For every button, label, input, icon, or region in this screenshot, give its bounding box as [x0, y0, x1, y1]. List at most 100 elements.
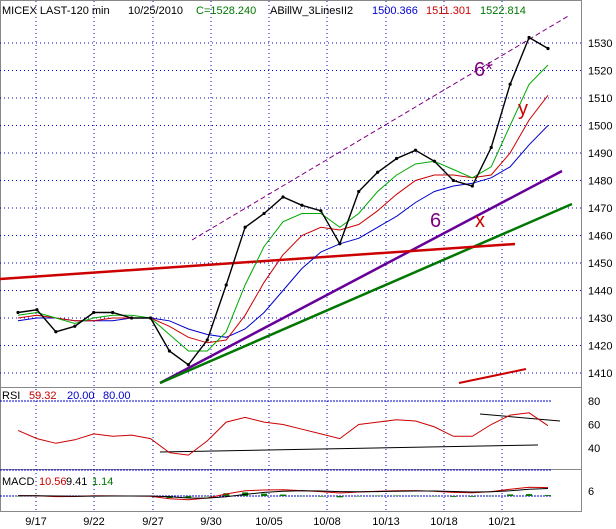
- price-point: [73, 324, 77, 328]
- header-value-2: 1511.301: [426, 5, 471, 17]
- macd-histogram-bar: [317, 496, 324, 497]
- macd-value-3: 1.14: [92, 476, 113, 488]
- rsi-name: RSI: [2, 390, 20, 402]
- macd-histogram-bar: [393, 495, 400, 497]
- price-point: [111, 310, 115, 315]
- short-red-segment: [458, 368, 527, 384]
- macd-histogram-bar: [374, 495, 381, 497]
- header-symbol: MICEX LAST-120 min: [2, 5, 110, 17]
- price-point: [205, 338, 209, 342]
- x-tick-label: 10/05: [255, 516, 283, 528]
- y-tick-label: 1480: [588, 176, 612, 188]
- rsi-series: [17, 412, 549, 456]
- y-tick-label: 1490: [588, 148, 612, 160]
- macd-histogram-bar: [488, 495, 495, 497]
- price-point: [35, 308, 39, 312]
- x-tick-label: 10/13: [372, 516, 400, 528]
- macd-histogram-bar: [431, 496, 438, 497]
- macd-histogram-bar: [261, 493, 268, 496]
- price-point: [376, 170, 380, 174]
- macd-histogram-bar: [545, 495, 551, 496]
- macd-histogram-bar: [412, 495, 419, 497]
- annotation-x: x: [475, 210, 485, 232]
- x-tick-label: 9/22: [83, 516, 104, 528]
- price-point: [451, 178, 455, 183]
- x-tick-label: 9/30: [200, 516, 221, 528]
- macd-histogram-bar: [336, 496, 343, 498]
- macd-histogram-bar: [355, 496, 362, 497]
- y-tick-label: 1520: [588, 66, 612, 78]
- macd-series: [15, 486, 551, 501]
- y-tick-label: 1470: [588, 203, 612, 215]
- rsi-tick-label: 80: [588, 396, 600, 408]
- moving-average-line-1: [17, 64, 549, 352]
- header-date: 10/25/2010: [128, 5, 183, 17]
- y-tick-label: 1460: [588, 231, 612, 243]
- rsi-tick-label: 40: [588, 443, 600, 455]
- price-point: [281, 195, 285, 199]
- macd-histogram-bar: [280, 494, 286, 496]
- macd-signal-line: [17, 488, 549, 499]
- x-tick-label: 9/17: [25, 516, 46, 528]
- y-tick-label: 1420: [588, 341, 612, 353]
- y-tick-label: 1430: [588, 313, 612, 325]
- macd-value-2: 9.41: [66, 476, 87, 488]
- macd-value-1: 10.56: [39, 476, 67, 488]
- horizontal-trend-line: [0, 242, 516, 281]
- moving-average-line-2: [17, 94, 549, 344]
- x-tick-label: 10/21: [488, 516, 516, 528]
- macd-histogram-bar: [526, 494, 533, 496]
- price-point: [300, 203, 304, 207]
- header-value-3: 1522.814: [480, 5, 526, 17]
- price-point: [54, 330, 58, 334]
- rsi-high: 80.00: [103, 390, 131, 402]
- macd-histogram-bar: [450, 496, 457, 497]
- y-tick-label: 1450: [588, 258, 612, 270]
- y-tick-label: 1410: [588, 368, 612, 380]
- header-close: C=1528.240: [196, 5, 256, 17]
- axes: 1410 1420 1430 1440 1450 1460 1470 1480 1490 1500…: [25, 38, 612, 528]
- x-tick-label: 10/18: [430, 516, 458, 528]
- rsi-trend-line: [159, 444, 539, 453]
- price-point: [186, 363, 190, 367]
- moving-average-line-3: [17, 125, 549, 338]
- y-tick-label: 1440: [588, 286, 612, 298]
- price-point: [224, 283, 228, 287]
- price-point: [489, 145, 493, 150]
- annotation-y: y: [518, 98, 528, 120]
- upper-trend-line: [159, 169, 563, 385]
- price-point: [432, 159, 437, 163]
- macd-histogram-bar: [223, 493, 230, 496]
- price-point: [527, 35, 531, 40]
- price-point: [357, 189, 361, 194]
- price-series: [16, 35, 550, 367]
- price-point: [92, 310, 96, 315]
- channel-dashed-line: [191, 14, 571, 241]
- rsi-upper-line: [479, 413, 561, 422]
- rsi-value: 59.32: [29, 390, 57, 402]
- price-point: [338, 242, 342, 246]
- price-panel-frame: [0, 0, 582, 388]
- lower-trend-line: [159, 202, 573, 385]
- annotation-six: 6: [430, 210, 441, 232]
- price-point: [243, 225, 247, 229]
- price-point: [394, 156, 399, 161]
- x-tick-label: 9/27: [142, 516, 163, 528]
- macd-name: MACD: [2, 476, 34, 488]
- price-point: [319, 209, 323, 213]
- price-point: [262, 211, 266, 216]
- price-point: [167, 349, 172, 353]
- y-tick-label: 1500: [588, 121, 612, 133]
- rsi-low: 20.00: [67, 390, 95, 402]
- macd-histogram-bar: [298, 495, 305, 497]
- header-value-1: 1500.366: [372, 5, 418, 17]
- price-point: [508, 82, 512, 86]
- macd-histogram-bar: [185, 496, 192, 498]
- x-tick-label: 10/08: [313, 516, 341, 528]
- header-indicator: ABillW_3LinesII2: [270, 5, 353, 17]
- macd-histogram-bar: [469, 496, 476, 497]
- price-point: [129, 316, 134, 320]
- rsi-tick-label: 60: [588, 420, 600, 432]
- price-point: [546, 46, 550, 51]
